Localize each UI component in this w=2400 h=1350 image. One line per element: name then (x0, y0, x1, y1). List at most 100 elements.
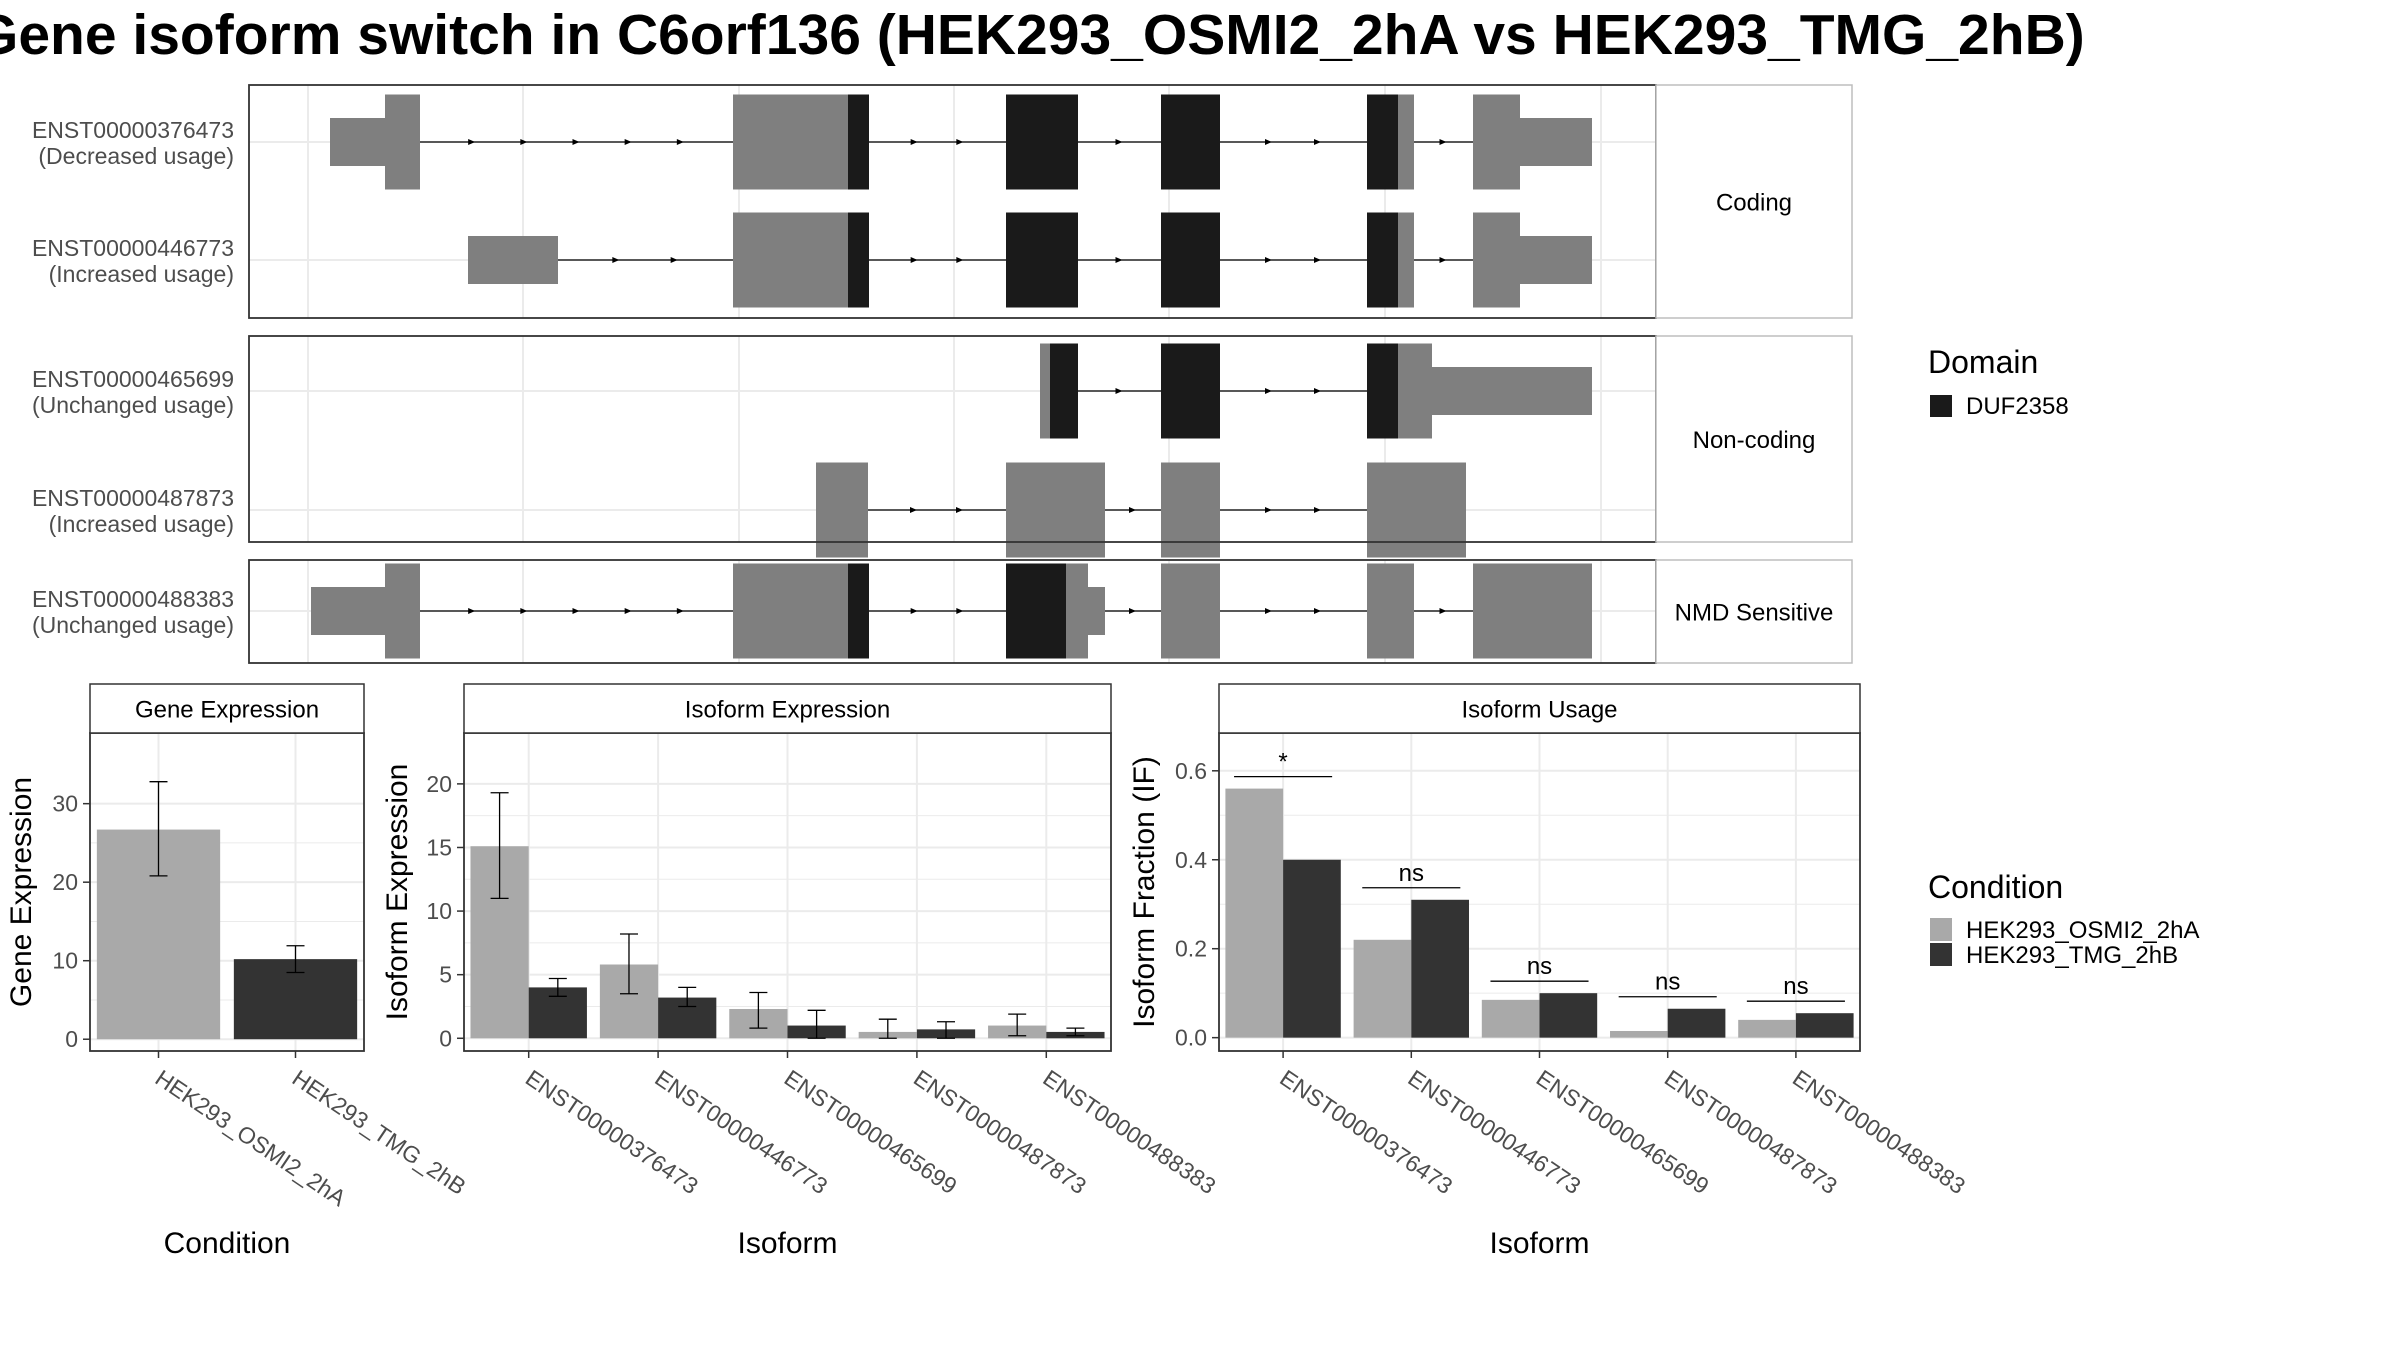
significance-label: ns (1399, 860, 1424, 887)
y-tick-label: 10 (426, 898, 452, 924)
exon (733, 563, 848, 659)
intron-arrow (520, 608, 528, 614)
bar (1667, 1008, 1726, 1038)
intron-arrow (1115, 139, 1123, 145)
significance-label: ns (1527, 953, 1552, 980)
transcript-usage-label: (Increased usage) (49, 261, 234, 287)
significance-label: ns (1783, 973, 1808, 1000)
facet-strip-label: Gene Expression (135, 697, 319, 724)
intron-arrow (1439, 608, 1447, 614)
intron-arrow (1439, 139, 1447, 145)
intron-arrow (1265, 257, 1272, 263)
intron-arrow (910, 507, 917, 513)
facet-strip-label: Coding (1716, 190, 1792, 217)
domain-exon (1161, 94, 1220, 190)
intron-arrow (612, 257, 620, 263)
intron-arrow (1439, 257, 1447, 263)
facet-strip (1655, 335, 1853, 543)
facet-strip-label: Isoform Expression (685, 697, 890, 724)
legend-title-domain: Domain (1928, 344, 2038, 380)
exon (468, 236, 558, 284)
transcript-id-label: ENST00000487873 (32, 485, 234, 511)
exon (1367, 462, 1466, 558)
y-tick-label: 0.4 (1175, 847, 1207, 873)
y-tick-label: 30 (52, 791, 78, 817)
facet-strip (89, 683, 365, 734)
y-tick-label: 5 (439, 962, 452, 988)
intron-arrow (1129, 608, 1136, 614)
intron-arrow (956, 257, 964, 263)
y-tick-label: 15 (426, 834, 452, 860)
x-axis-title: Isoform (737, 1227, 837, 1260)
transcript-usage-label: (Unchanged usage) (32, 392, 234, 418)
transcript-id-label: ENST00000465699 (32, 366, 234, 392)
bar (1539, 993, 1598, 1038)
exon (1040, 343, 1050, 439)
exon (311, 587, 385, 635)
domain-exon (1006, 212, 1078, 308)
facet-strip (463, 683, 1112, 734)
y-tick-label: 0.0 (1175, 1025, 1207, 1051)
intron-arrow (1115, 388, 1123, 394)
intron-arrow (624, 608, 632, 614)
bar (1481, 999, 1540, 1038)
exon (1367, 563, 1414, 659)
exon (1398, 94, 1414, 190)
exon (1473, 94, 1520, 190)
facet-strip-label: Isoform Usage (1461, 697, 1617, 724)
domain-exon (848, 212, 869, 308)
domain-exon (1367, 94, 1398, 190)
exon (1161, 462, 1220, 558)
intron-arrow (1314, 507, 1321, 513)
facet-strip (1655, 559, 1853, 664)
intron-arrow (910, 608, 918, 614)
y-tick-label: 0 (439, 1025, 452, 1051)
facet-strip (1655, 84, 1853, 319)
significance-label: * (1278, 749, 1287, 776)
intron-arrow (956, 139, 964, 145)
bar (1353, 939, 1412, 1038)
transcript-id-label: ENST00000446773 (32, 235, 234, 261)
intron-arrow (1265, 388, 1272, 394)
intron-arrow (468, 139, 476, 145)
legend-label-domain: DUF2358 (1966, 393, 2069, 420)
y-tick-label: 20 (426, 771, 452, 797)
legend-key-condition (1930, 943, 1952, 966)
bar (1738, 1019, 1796, 1038)
exon (1066, 563, 1088, 659)
intron-arrow (1314, 139, 1321, 145)
intron-arrow (1314, 388, 1321, 394)
transcript-usage-label: (Decreased usage) (38, 143, 234, 169)
facet-strip-label: NMD Sensitive (1675, 600, 1834, 627)
legend-title-condition: Condition (1928, 869, 2063, 905)
legend-label-condition: HEK293_TMG_2hB (1966, 942, 2178, 969)
facet-strip-label: Non-coding (1693, 427, 1816, 454)
exon (733, 212, 830, 308)
chart-title: Gene isoform switch in C6orf136 (HEK293_… (0, 3, 2085, 67)
exon (1006, 462, 1105, 558)
x-axis-title: Isoform (1489, 1227, 1589, 1260)
exon (733, 94, 848, 190)
domain-exon (848, 563, 869, 659)
intron-arrow (572, 139, 580, 145)
transcript-id-label: ENST00000376473 (32, 117, 234, 143)
exon (385, 563, 420, 659)
domain-exon (848, 94, 869, 190)
bar (1610, 1030, 1668, 1038)
domain-exon (1161, 343, 1220, 439)
domain-exon (1006, 563, 1066, 659)
intron-arrow (1314, 257, 1321, 263)
bar (1795, 1013, 1854, 1038)
exon (1088, 587, 1105, 635)
exon (1398, 343, 1432, 439)
transcript-usage-label: (Increased usage) (49, 511, 234, 537)
intron-arrow (1314, 608, 1321, 614)
intron-arrow (956, 608, 964, 614)
legend-label-condition: HEK293_OSMI2_2hA (1966, 917, 2199, 944)
intron-arrow (910, 139, 918, 145)
domain-exon (1161, 212, 1220, 308)
domain-exon (1050, 343, 1078, 439)
structure-panel-bg (249, 85, 1656, 318)
exon (1520, 236, 1592, 284)
exon (1520, 118, 1592, 166)
